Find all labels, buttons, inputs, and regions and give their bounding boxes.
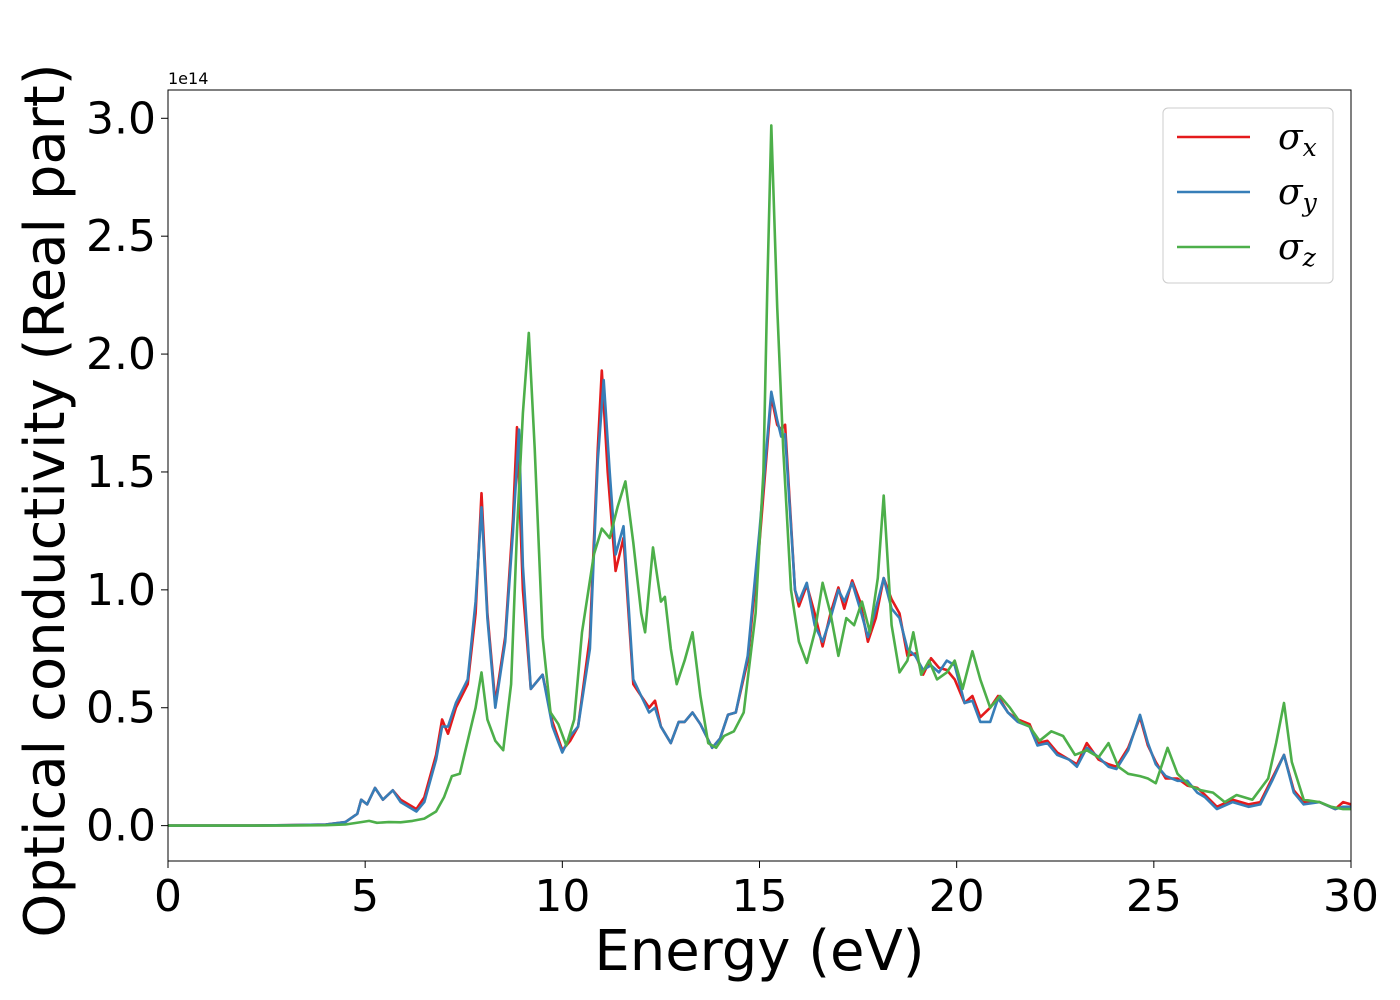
legend: σx σy σz: [1162, 107, 1334, 284]
x-tick-label: 20: [929, 871, 985, 922]
legend-box: [1162, 107, 1334, 284]
legend-label-z: σz: [1278, 227, 1317, 272]
y-tick-label: 3.0: [86, 93, 156, 144]
y-tick-label: 0.0: [86, 801, 156, 852]
x-axis-ticks: 0 5 10 15 20 25 30: [154, 861, 1379, 922]
series-line-z: [168, 124, 1351, 827]
series-line-x: [168, 369, 1351, 827]
y-tick-label: 1.0: [86, 565, 156, 616]
x-axis-title: Energy (eV): [594, 919, 924, 984]
y-tick-label: 2.0: [86, 329, 156, 380]
x-tick-label: 15: [732, 871, 788, 922]
x-tick-label: 30: [1323, 871, 1379, 922]
y-tick-label: 2.5: [86, 211, 156, 262]
y-axis-offset-label: 1e14: [168, 69, 208, 88]
x-tick-label: 25: [1126, 871, 1182, 922]
legend-label-x: σx: [1278, 117, 1317, 162]
x-tick-label: 5: [351, 871, 379, 922]
y-axis-ticks: 0.0 0.5 1.0 1.5 2.0 2.5 3.0: [86, 93, 168, 852]
x-tick-label: 10: [534, 871, 590, 922]
series-lines: [168, 124, 1351, 827]
series-line-y: [168, 378, 1351, 827]
x-tick-label: 0: [154, 871, 182, 922]
y-tick-label: 0.5: [86, 683, 156, 734]
y-tick-label: 1.5: [86, 447, 156, 498]
legend-label-y: σy: [1278, 172, 1318, 217]
y-axis-title: Optical conductivity (Real part): [13, 63, 78, 937]
